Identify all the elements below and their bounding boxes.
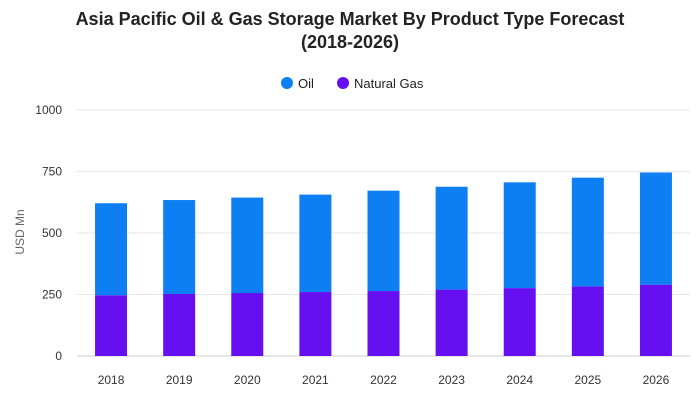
legend-natural-gas-label: Natural Gas	[354, 76, 424, 91]
bar-oil-2022	[367, 190, 400, 292]
x-tick-label: 2025	[574, 373, 601, 387]
legend-natural-gas-marker	[337, 77, 349, 89]
y-axis-label: USD Mn	[13, 209, 27, 254]
bar-oil-2026	[639, 172, 672, 285]
bar-oil-2023	[435, 186, 468, 290]
bar-natural-gas-2024	[503, 288, 536, 356]
x-tick-label: 2020	[234, 373, 261, 387]
x-tick-label: 2019	[166, 373, 193, 387]
bars-layer	[95, 172, 672, 356]
bar-natural-gas-2025	[571, 286, 604, 356]
bar-natural-gas-2023	[435, 289, 468, 356]
x-tick-label: 2018	[98, 373, 125, 387]
bar-oil-2020	[231, 197, 264, 294]
x-tick-label: 2024	[506, 373, 533, 387]
x-tick-label: 2023	[438, 373, 465, 387]
bar-oil-2024	[503, 182, 536, 289]
legend-oil-label: Oil	[298, 76, 314, 91]
legend: Oil Natural Gas	[281, 76, 424, 91]
legend-oil-marker	[281, 77, 293, 89]
bar-natural-gas-2026	[639, 284, 672, 356]
bar-natural-gas-2018	[95, 295, 128, 356]
bar-oil-2019	[163, 200, 196, 295]
bar-natural-gas-2019	[163, 294, 196, 356]
bar-natural-gas-2021	[299, 292, 332, 356]
bar-natural-gas-2020	[231, 293, 264, 356]
bar-oil-2021	[299, 194, 332, 293]
chart-subtitle: (2018-2026)	[301, 32, 399, 52]
x-ticks-layer: 2018 2019 2020 2021 2022 2023 2024 2025 2026	[98, 373, 670, 387]
bar-oil-2025	[571, 177, 604, 287]
y-tick-label: 0	[55, 349, 62, 363]
bar-natural-gas-2022	[367, 291, 400, 356]
x-tick-label: 2026	[643, 373, 670, 387]
x-tick-label: 2021	[302, 373, 329, 387]
y-tick-label: 250	[42, 288, 62, 302]
chart-title: Asia Pacific Oil & Gas Storage Market By…	[76, 9, 625, 29]
x-tick-label: 2022	[370, 373, 397, 387]
y-tick-label: 750	[42, 165, 62, 179]
bar-oil-2018	[95, 203, 128, 296]
y-ticks-layer: 0 250 500 750 1000	[35, 103, 62, 363]
y-tick-label: 500	[42, 226, 62, 240]
y-tick-label: 1000	[35, 103, 62, 117]
